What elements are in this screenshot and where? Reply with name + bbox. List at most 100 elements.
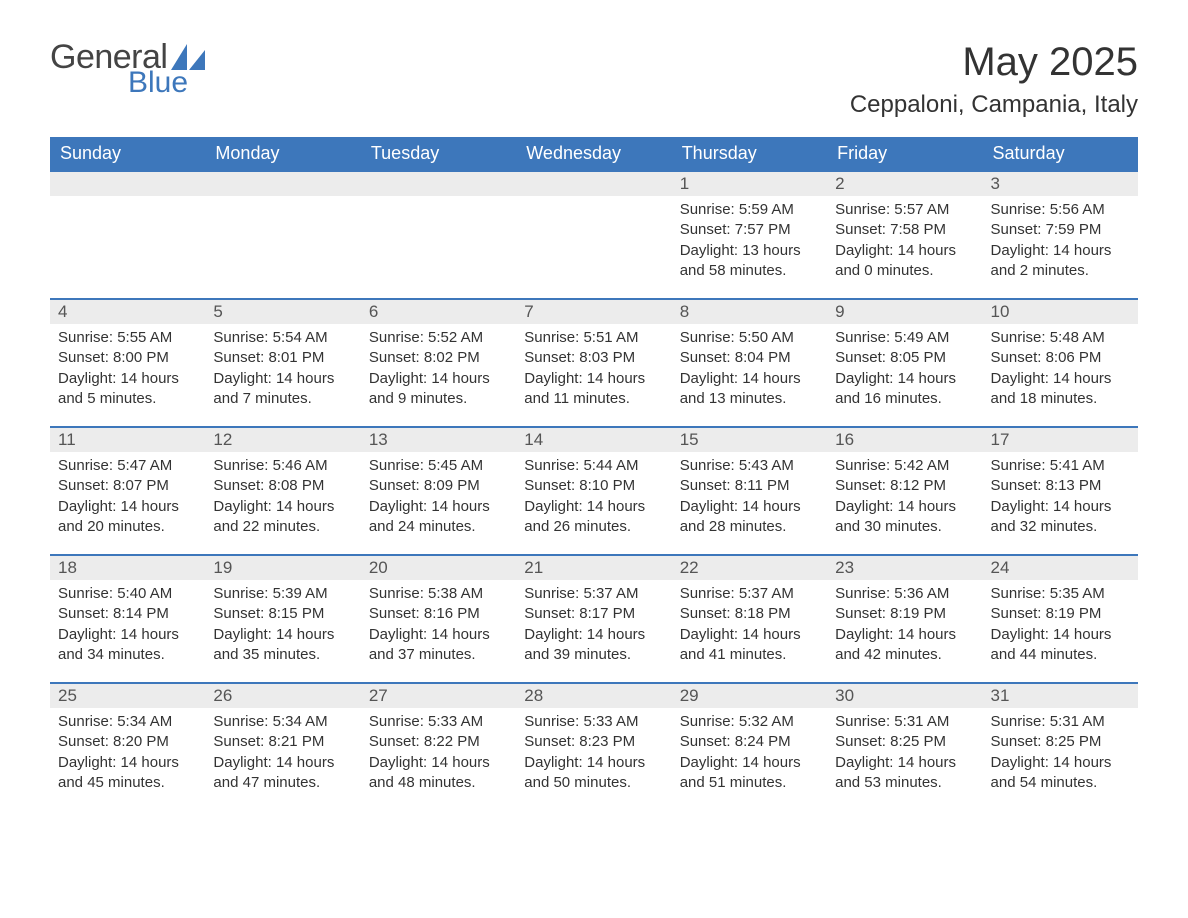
sunrise-text: Sunrise: 5:37 AM	[524, 584, 663, 604]
day-details: Sunrise: 5:35 AMSunset: 8:19 PMDaylight:…	[983, 580, 1138, 673]
calendar-cell: 15Sunrise: 5:43 AMSunset: 8:11 PMDayligh…	[672, 427, 827, 555]
day-number: 8	[672, 300, 827, 324]
daylight-text: Daylight: 14 hours and 34 minutes.	[58, 625, 197, 666]
day-details: Sunrise: 5:43 AMSunset: 8:11 PMDaylight:…	[672, 452, 827, 545]
sunrise-text: Sunrise: 5:52 AM	[369, 328, 508, 348]
daylight-text: Daylight: 14 hours and 45 minutes.	[58, 753, 197, 794]
calendar-cell: 26Sunrise: 5:34 AMSunset: 8:21 PMDayligh…	[205, 683, 360, 811]
daylight-text: Daylight: 14 hours and 28 minutes.	[680, 497, 819, 538]
sunset-text: Sunset: 8:25 PM	[991, 732, 1130, 752]
sunset-text: Sunset: 7:57 PM	[680, 220, 819, 240]
sail-icon	[171, 44, 205, 74]
day-details: Sunrise: 5:45 AMSunset: 8:09 PMDaylight:…	[361, 452, 516, 545]
sunrise-text: Sunrise: 5:31 AM	[991, 712, 1130, 732]
day-details: Sunrise: 5:55 AMSunset: 8:00 PMDaylight:…	[50, 324, 205, 417]
day-number: 5	[205, 300, 360, 324]
calendar-cell: 14Sunrise: 5:44 AMSunset: 8:10 PMDayligh…	[516, 427, 671, 555]
sunrise-text: Sunrise: 5:41 AM	[991, 456, 1130, 476]
day-details: Sunrise: 5:50 AMSunset: 8:04 PMDaylight:…	[672, 324, 827, 417]
daylight-text: Daylight: 14 hours and 18 minutes.	[991, 369, 1130, 410]
sunrise-text: Sunrise: 5:45 AM	[369, 456, 508, 476]
sunrise-text: Sunrise: 5:34 AM	[213, 712, 352, 732]
daylight-text: Daylight: 14 hours and 41 minutes.	[680, 625, 819, 666]
calendar-cell: 29Sunrise: 5:32 AMSunset: 8:24 PMDayligh…	[672, 683, 827, 811]
sunrise-text: Sunrise: 5:38 AM	[369, 584, 508, 604]
daylight-text: Daylight: 14 hours and 9 minutes.	[369, 369, 508, 410]
sunrise-text: Sunrise: 5:40 AM	[58, 584, 197, 604]
sunset-text: Sunset: 8:11 PM	[680, 476, 819, 496]
day-details: Sunrise: 5:51 AMSunset: 8:03 PMDaylight:…	[516, 324, 671, 417]
sunset-text: Sunset: 8:13 PM	[991, 476, 1130, 496]
daylight-text: Daylight: 14 hours and 48 minutes.	[369, 753, 508, 794]
day-details: Sunrise: 5:36 AMSunset: 8:19 PMDaylight:…	[827, 580, 982, 673]
sunset-text: Sunset: 8:20 PM	[58, 732, 197, 752]
daylight-text: Daylight: 14 hours and 26 minutes.	[524, 497, 663, 538]
day-number: 26	[205, 684, 360, 708]
calendar-cell: 25Sunrise: 5:34 AMSunset: 8:20 PMDayligh…	[50, 683, 205, 811]
daylight-text: Daylight: 14 hours and 13 minutes.	[680, 369, 819, 410]
calendar-week-row: 25Sunrise: 5:34 AMSunset: 8:20 PMDayligh…	[50, 683, 1138, 811]
calendar-cell: 19Sunrise: 5:39 AMSunset: 8:15 PMDayligh…	[205, 555, 360, 683]
weekday-row: SundayMondayTuesdayWednesdayThursdayFrid…	[50, 137, 1138, 171]
calendar-cell: 6Sunrise: 5:52 AMSunset: 8:02 PMDaylight…	[361, 299, 516, 427]
sunset-text: Sunset: 7:58 PM	[835, 220, 974, 240]
sunrise-text: Sunrise: 5:35 AM	[991, 584, 1130, 604]
weekday-header: Saturday	[983, 137, 1138, 171]
calendar-cell: 2Sunrise: 5:57 AMSunset: 7:58 PMDaylight…	[827, 171, 982, 299]
calendar-cell: 16Sunrise: 5:42 AMSunset: 8:12 PMDayligh…	[827, 427, 982, 555]
day-details: Sunrise: 5:57 AMSunset: 7:58 PMDaylight:…	[827, 196, 982, 289]
page-header: General Blue May 2025 Ceppaloni, Campani…	[50, 40, 1138, 119]
daylight-text: Daylight: 14 hours and 20 minutes.	[58, 497, 197, 538]
day-details: Sunrise: 5:47 AMSunset: 8:07 PMDaylight:…	[50, 452, 205, 545]
location-label: Ceppaloni, Campania, Italy	[850, 91, 1138, 119]
month-title: May 2025	[850, 40, 1138, 85]
weekday-header: Friday	[827, 137, 982, 171]
day-number	[516, 172, 671, 196]
calendar-cell	[516, 171, 671, 299]
day-number: 28	[516, 684, 671, 708]
calendar-cell: 4Sunrise: 5:55 AMSunset: 8:00 PMDaylight…	[50, 299, 205, 427]
calendar-week-row: 4Sunrise: 5:55 AMSunset: 8:00 PMDaylight…	[50, 299, 1138, 427]
day-number: 14	[516, 428, 671, 452]
sunrise-text: Sunrise: 5:31 AM	[835, 712, 974, 732]
sunrise-text: Sunrise: 5:32 AM	[680, 712, 819, 732]
daylight-text: Daylight: 14 hours and 54 minutes.	[991, 753, 1130, 794]
day-number: 4	[50, 300, 205, 324]
day-details: Sunrise: 5:37 AMSunset: 8:18 PMDaylight:…	[672, 580, 827, 673]
day-details: Sunrise: 5:34 AMSunset: 8:20 PMDaylight:…	[50, 708, 205, 801]
daylight-text: Daylight: 14 hours and 30 minutes.	[835, 497, 974, 538]
day-number: 21	[516, 556, 671, 580]
daylight-text: Daylight: 14 hours and 2 minutes.	[991, 241, 1130, 282]
calendar-cell: 1Sunrise: 5:59 AMSunset: 7:57 PMDaylight…	[672, 171, 827, 299]
daylight-text: Daylight: 14 hours and 53 minutes.	[835, 753, 974, 794]
day-number: 27	[361, 684, 516, 708]
weekday-header: Monday	[205, 137, 360, 171]
day-details: Sunrise: 5:32 AMSunset: 8:24 PMDaylight:…	[672, 708, 827, 801]
sunset-text: Sunset: 8:18 PM	[680, 604, 819, 624]
daylight-text: Daylight: 14 hours and 7 minutes.	[213, 369, 352, 410]
day-details: Sunrise: 5:33 AMSunset: 8:23 PMDaylight:…	[516, 708, 671, 801]
sunrise-text: Sunrise: 5:33 AM	[524, 712, 663, 732]
day-number: 19	[205, 556, 360, 580]
calendar-cell: 10Sunrise: 5:48 AMSunset: 8:06 PMDayligh…	[983, 299, 1138, 427]
sunset-text: Sunset: 8:06 PM	[991, 348, 1130, 368]
calendar-head: SundayMondayTuesdayWednesdayThursdayFrid…	[50, 137, 1138, 171]
daylight-text: Daylight: 14 hours and 24 minutes.	[369, 497, 508, 538]
sunrise-text: Sunrise: 5:34 AM	[58, 712, 197, 732]
calendar-cell: 28Sunrise: 5:33 AMSunset: 8:23 PMDayligh…	[516, 683, 671, 811]
calendar-cell	[50, 171, 205, 299]
daylight-text: Daylight: 14 hours and 22 minutes.	[213, 497, 352, 538]
sunset-text: Sunset: 8:07 PM	[58, 476, 197, 496]
day-number: 1	[672, 172, 827, 196]
day-number: 29	[672, 684, 827, 708]
daylight-text: Daylight: 14 hours and 35 minutes.	[213, 625, 352, 666]
day-number: 24	[983, 556, 1138, 580]
day-details: Sunrise: 5:31 AMSunset: 8:25 PMDaylight:…	[983, 708, 1138, 801]
calendar-cell: 3Sunrise: 5:56 AMSunset: 7:59 PMDaylight…	[983, 171, 1138, 299]
day-number	[361, 172, 516, 196]
day-details: Sunrise: 5:46 AMSunset: 8:08 PMDaylight:…	[205, 452, 360, 545]
weekday-header: Thursday	[672, 137, 827, 171]
day-number: 31	[983, 684, 1138, 708]
sunset-text: Sunset: 8:10 PM	[524, 476, 663, 496]
sunrise-text: Sunrise: 5:59 AM	[680, 200, 819, 220]
